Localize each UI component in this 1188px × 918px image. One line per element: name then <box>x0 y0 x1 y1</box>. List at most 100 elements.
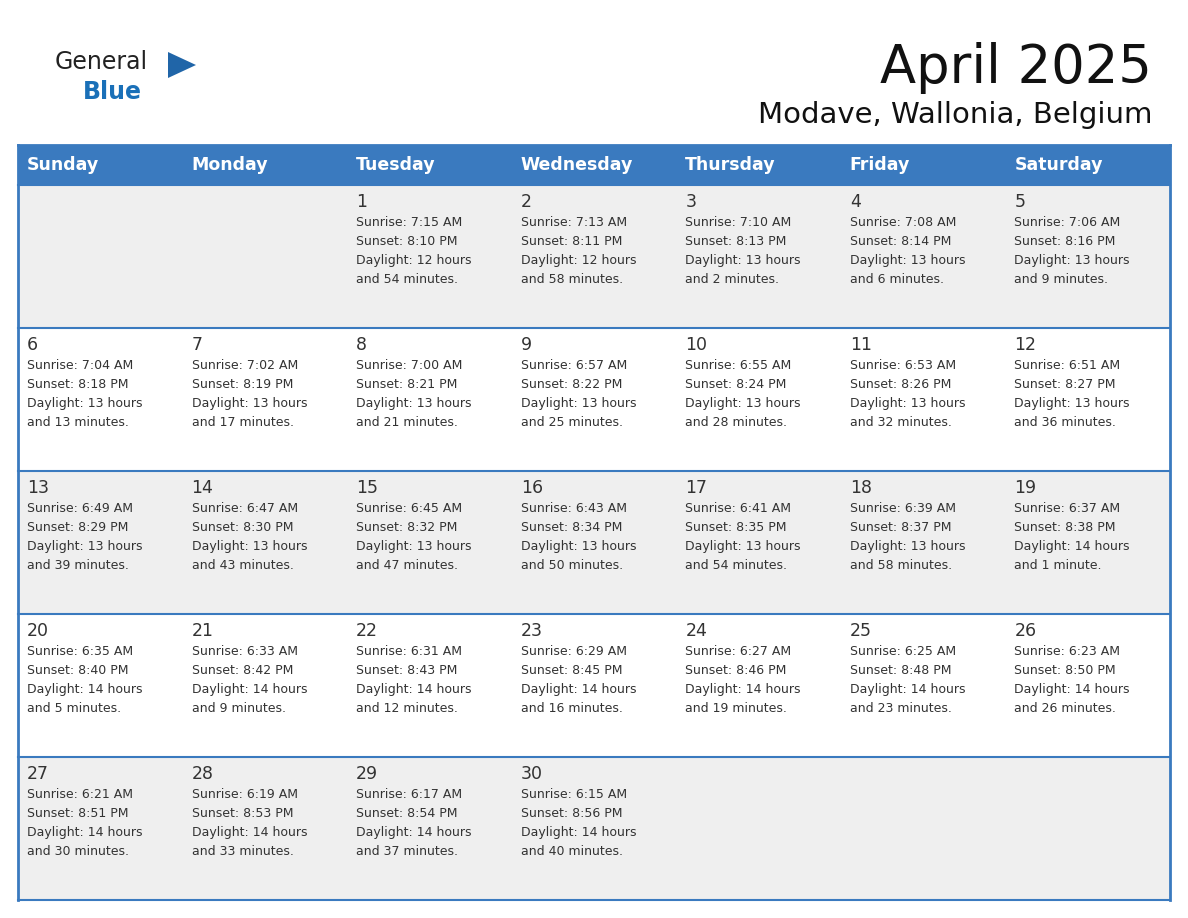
Bar <box>347 328 512 471</box>
Text: Daylight: 13 hours: Daylight: 13 hours <box>685 397 801 409</box>
Text: Sunrise: 6:29 AM: Sunrise: 6:29 AM <box>520 644 627 658</box>
Text: and 58 minutes.: and 58 minutes. <box>520 273 623 285</box>
Text: Sunset: 8:24 PM: Sunset: 8:24 PM <box>685 378 786 391</box>
Text: Daylight: 13 hours: Daylight: 13 hours <box>27 397 143 409</box>
Text: 29: 29 <box>356 765 378 783</box>
Text: Sunset: 8:48 PM: Sunset: 8:48 PM <box>849 664 952 677</box>
Text: Sunrise: 6:47 AM: Sunrise: 6:47 AM <box>191 502 298 515</box>
Text: 11: 11 <box>849 336 872 354</box>
Text: Sunrise: 6:51 AM: Sunrise: 6:51 AM <box>1015 359 1120 372</box>
Bar <box>347 471 512 614</box>
Bar <box>676 757 841 900</box>
Text: Daylight: 14 hours: Daylight: 14 hours <box>356 826 472 839</box>
Text: Sunrise: 6:17 AM: Sunrise: 6:17 AM <box>356 788 462 800</box>
Text: 13: 13 <box>27 479 49 497</box>
Bar <box>512 757 676 900</box>
Text: Sunset: 8:54 PM: Sunset: 8:54 PM <box>356 807 457 820</box>
Text: Sunrise: 6:15 AM: Sunrise: 6:15 AM <box>520 788 627 800</box>
Bar <box>347 185 512 328</box>
Text: and 16 minutes.: and 16 minutes. <box>520 701 623 715</box>
Text: Sunset: 8:40 PM: Sunset: 8:40 PM <box>27 664 128 677</box>
Bar <box>512 145 676 185</box>
Text: Sunrise: 7:13 AM: Sunrise: 7:13 AM <box>520 216 627 229</box>
Text: Sunset: 8:38 PM: Sunset: 8:38 PM <box>1015 521 1116 533</box>
Text: and 36 minutes.: and 36 minutes. <box>1015 416 1117 429</box>
Text: 26: 26 <box>1015 622 1037 640</box>
Bar <box>347 614 512 757</box>
Bar <box>183 185 347 328</box>
Text: Sunset: 8:43 PM: Sunset: 8:43 PM <box>356 664 457 677</box>
Text: and 26 minutes.: and 26 minutes. <box>1015 701 1117 715</box>
Bar <box>18 471 183 614</box>
Text: Sunrise: 6:35 AM: Sunrise: 6:35 AM <box>27 644 133 658</box>
Text: 2: 2 <box>520 193 532 211</box>
Text: 27: 27 <box>27 765 49 783</box>
Text: Sunset: 8:10 PM: Sunset: 8:10 PM <box>356 235 457 248</box>
Text: 7: 7 <box>191 336 203 354</box>
Text: and 40 minutes.: and 40 minutes. <box>520 845 623 857</box>
Text: Sunset: 8:27 PM: Sunset: 8:27 PM <box>1015 378 1116 391</box>
Bar <box>676 471 841 614</box>
Text: Sunrise: 6:27 AM: Sunrise: 6:27 AM <box>685 644 791 658</box>
Text: Daylight: 14 hours: Daylight: 14 hours <box>520 683 637 696</box>
Text: Sunset: 8:30 PM: Sunset: 8:30 PM <box>191 521 293 533</box>
Text: and 13 minutes.: and 13 minutes. <box>27 416 128 429</box>
Text: and 6 minutes.: and 6 minutes. <box>849 273 943 285</box>
Bar <box>183 614 347 757</box>
Text: Sunrise: 6:33 AM: Sunrise: 6:33 AM <box>191 644 297 658</box>
Text: Sunset: 8:13 PM: Sunset: 8:13 PM <box>685 235 786 248</box>
Text: Sunrise: 7:04 AM: Sunrise: 7:04 AM <box>27 359 133 372</box>
Text: Daylight: 13 hours: Daylight: 13 hours <box>356 540 472 553</box>
Text: Wednesday: Wednesday <box>520 156 633 174</box>
Text: Sunrise: 7:06 AM: Sunrise: 7:06 AM <box>1015 216 1120 229</box>
Text: Sunrise: 6:25 AM: Sunrise: 6:25 AM <box>849 644 956 658</box>
Bar <box>1005 471 1170 614</box>
Text: Daylight: 13 hours: Daylight: 13 hours <box>849 540 966 553</box>
Text: Sunset: 8:50 PM: Sunset: 8:50 PM <box>1015 664 1116 677</box>
Text: and 33 minutes.: and 33 minutes. <box>191 845 293 857</box>
Bar <box>676 328 841 471</box>
Text: Sunset: 8:26 PM: Sunset: 8:26 PM <box>849 378 952 391</box>
Text: and 32 minutes.: and 32 minutes. <box>849 416 952 429</box>
Text: Sunset: 8:29 PM: Sunset: 8:29 PM <box>27 521 128 533</box>
Text: and 2 minutes.: and 2 minutes. <box>685 273 779 285</box>
Text: Sunrise: 6:21 AM: Sunrise: 6:21 AM <box>27 788 133 800</box>
Bar <box>347 757 512 900</box>
Text: and 54 minutes.: and 54 minutes. <box>356 273 459 285</box>
Text: Daylight: 13 hours: Daylight: 13 hours <box>520 540 637 553</box>
Text: Daylight: 14 hours: Daylight: 14 hours <box>849 683 966 696</box>
Text: Daylight: 13 hours: Daylight: 13 hours <box>849 397 966 409</box>
Text: 8: 8 <box>356 336 367 354</box>
Text: Sunset: 8:42 PM: Sunset: 8:42 PM <box>191 664 293 677</box>
Text: Daylight: 13 hours: Daylight: 13 hours <box>685 253 801 267</box>
Text: General: General <box>55 50 148 74</box>
Text: Sunrise: 6:37 AM: Sunrise: 6:37 AM <box>1015 502 1120 515</box>
Text: 3: 3 <box>685 193 696 211</box>
Text: Daylight: 13 hours: Daylight: 13 hours <box>1015 397 1130 409</box>
Text: Sunrise: 7:10 AM: Sunrise: 7:10 AM <box>685 216 791 229</box>
Bar <box>512 328 676 471</box>
Text: Tuesday: Tuesday <box>356 156 436 174</box>
Text: 5: 5 <box>1015 193 1025 211</box>
Text: Sunrise: 7:08 AM: Sunrise: 7:08 AM <box>849 216 956 229</box>
Bar <box>18 145 183 185</box>
Bar <box>676 145 841 185</box>
Text: 19: 19 <box>1015 479 1037 497</box>
Text: Sunset: 8:35 PM: Sunset: 8:35 PM <box>685 521 786 533</box>
Text: Sunset: 8:22 PM: Sunset: 8:22 PM <box>520 378 623 391</box>
Bar <box>183 145 347 185</box>
Text: Daylight: 12 hours: Daylight: 12 hours <box>520 253 637 267</box>
Bar <box>1005 185 1170 328</box>
Text: Sunrise: 6:43 AM: Sunrise: 6:43 AM <box>520 502 627 515</box>
Text: Sunset: 8:56 PM: Sunset: 8:56 PM <box>520 807 623 820</box>
Text: 24: 24 <box>685 622 707 640</box>
Bar <box>512 471 676 614</box>
Text: and 54 minutes.: and 54 minutes. <box>685 559 788 572</box>
Text: 18: 18 <box>849 479 872 497</box>
Text: April 2025: April 2025 <box>880 42 1152 94</box>
Text: Daylight: 14 hours: Daylight: 14 hours <box>1015 540 1130 553</box>
Text: and 25 minutes.: and 25 minutes. <box>520 416 623 429</box>
Text: Sunset: 8:45 PM: Sunset: 8:45 PM <box>520 664 623 677</box>
Text: 28: 28 <box>191 765 214 783</box>
Text: Sunset: 8:14 PM: Sunset: 8:14 PM <box>849 235 952 248</box>
